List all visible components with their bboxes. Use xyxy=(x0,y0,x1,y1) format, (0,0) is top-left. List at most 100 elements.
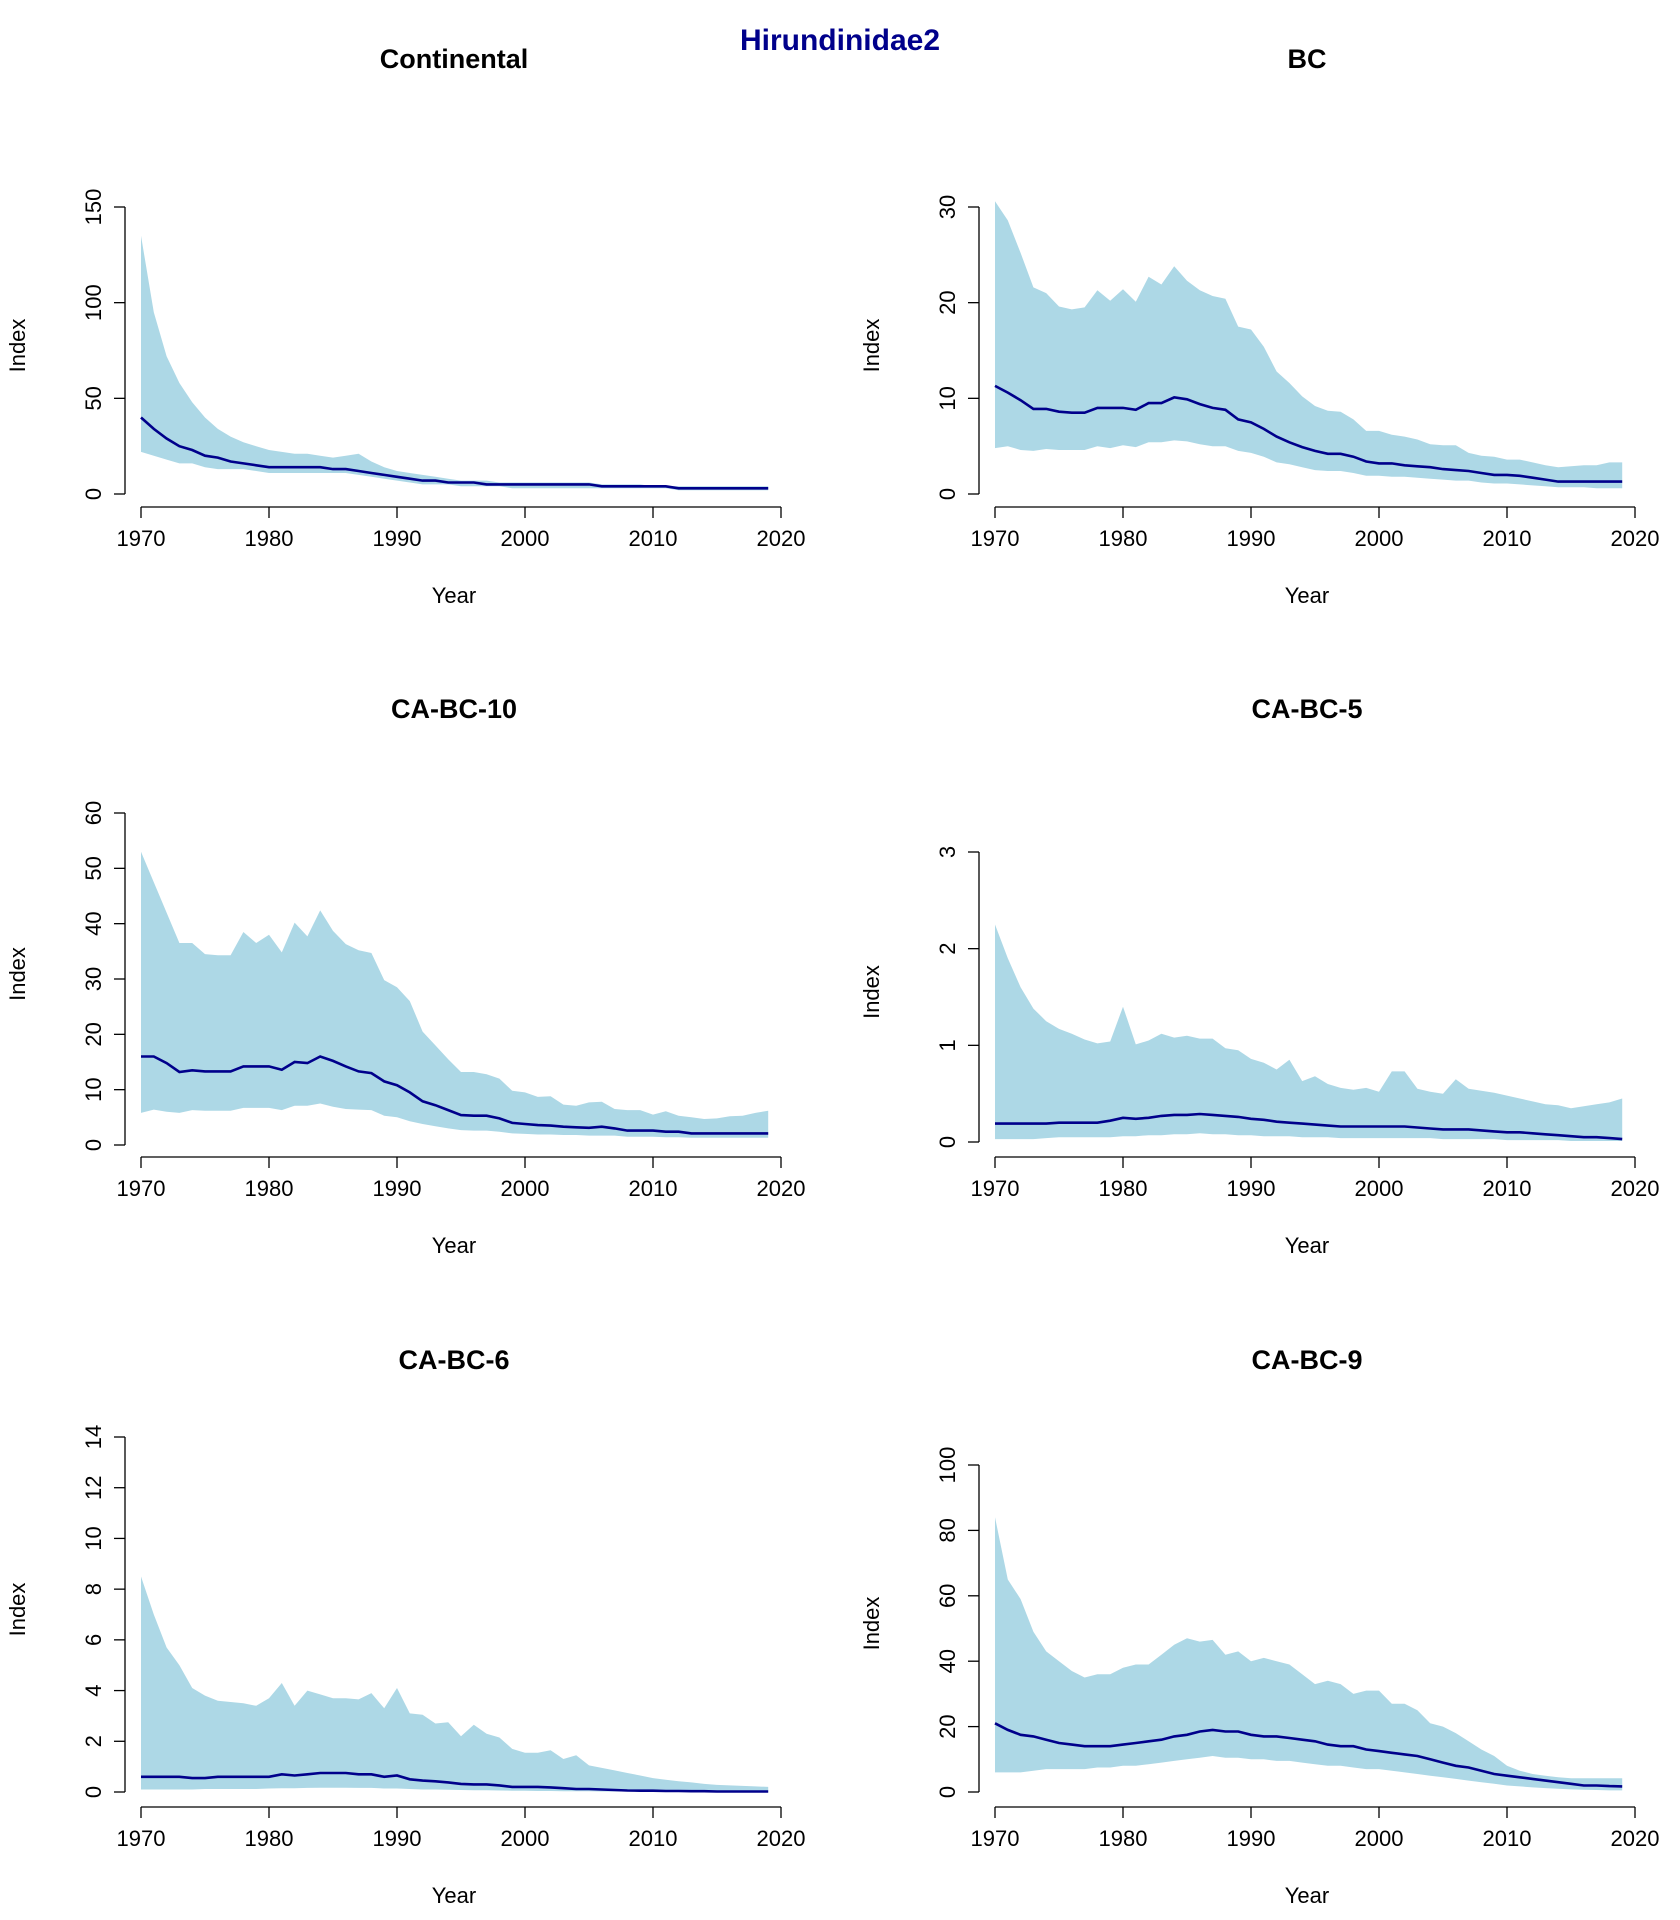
panel-ca-bc-5: 1970 1980 1990 2000 2010 2020 0 1 2 3 Year Index CA-… xyxy=(859,694,1659,1258)
x-tick-label: 1980 xyxy=(245,1826,294,1851)
y-tick-label: 1 xyxy=(935,1039,960,1051)
x-tick-label: 1990 xyxy=(1227,1826,1276,1851)
x-tick-label: 1970 xyxy=(117,526,166,551)
panel-title: CA-BC-6 xyxy=(399,1345,510,1375)
y-axis-label: Index xyxy=(5,319,30,373)
x-tick-label: 2010 xyxy=(1483,1176,1532,1201)
y-tick-label: 10 xyxy=(81,1077,106,1101)
y-tick-label: 20 xyxy=(935,290,960,314)
y-tick-label: 0 xyxy=(935,1136,960,1148)
confidence-band xyxy=(141,851,769,1138)
x-axis-label: Year xyxy=(1285,1233,1329,1258)
y-tick-label: 40 xyxy=(935,1649,960,1673)
x-tick-label: 2000 xyxy=(501,526,550,551)
confidence-band xyxy=(141,235,769,491)
x-tick-label: 1970 xyxy=(117,1826,166,1851)
x-tick-label: 1970 xyxy=(971,1176,1020,1201)
x-tick-label: 2000 xyxy=(1355,526,1404,551)
figure-title: Hirundinidae2 xyxy=(739,24,941,57)
x-tick-label: 2010 xyxy=(1483,526,1532,551)
index-line xyxy=(140,416,769,490)
y-axis-label: Index xyxy=(859,1597,884,1651)
x-tick-label: 1970 xyxy=(971,526,1020,551)
y-tick-label: 150 xyxy=(81,189,106,226)
x-axis-label: Year xyxy=(432,583,476,608)
y-tick-label: 30 xyxy=(935,195,960,219)
panel-continental: 1970 1980 1990 2000 2010 2020 0 50 100 150 Year Ind… xyxy=(5,44,805,608)
x-tick-label: 2020 xyxy=(1611,1826,1660,1851)
y-axis-label: Index xyxy=(859,965,884,1019)
index-line xyxy=(141,1055,769,1135)
y-tick-label: 60 xyxy=(81,801,106,825)
panel-title: CA-BC-9 xyxy=(1252,1345,1363,1375)
y-axis-label: Index xyxy=(5,1583,30,1637)
x-tick-label: 1980 xyxy=(1099,1826,1148,1851)
panel-title: Continental xyxy=(380,44,529,74)
x-tick-label: 1980 xyxy=(1099,526,1148,551)
x-axis-label: Year xyxy=(432,1883,476,1908)
y-tick-label: 20 xyxy=(935,1714,960,1738)
y-tick-label: 80 xyxy=(935,1518,960,1542)
confidence-band xyxy=(995,201,1623,489)
x-tick-label: 2010 xyxy=(629,1176,678,1201)
x-axis-label: Year xyxy=(432,1233,476,1258)
panel-title: CA-BC-5 xyxy=(1252,694,1363,724)
y-tick-label: 6 xyxy=(81,1634,106,1646)
y-tick-label: 2 xyxy=(935,943,960,955)
index-line xyxy=(995,1112,1623,1141)
y-tick-label: 4 xyxy=(81,1684,106,1696)
x-tick-label: 2020 xyxy=(1611,1176,1660,1201)
y-tick-label: 0 xyxy=(935,1786,960,1798)
x-tick-label: 2020 xyxy=(757,1176,806,1201)
panel-title: CA-BC-10 xyxy=(391,694,517,724)
confidence-band xyxy=(995,1517,1623,1791)
y-axis-label: Index xyxy=(5,947,30,1001)
x-tick-label: 1980 xyxy=(245,526,294,551)
confidence-band xyxy=(995,924,1623,1141)
x-tick-label: 2000 xyxy=(501,1826,550,1851)
y-tick-label: 10 xyxy=(935,386,960,410)
x-tick-label: 2000 xyxy=(501,1176,550,1201)
x-tick-label: 2020 xyxy=(1611,526,1660,551)
x-tick-label: 1980 xyxy=(1099,1176,1148,1201)
panel-bc: 1970 1980 1990 2000 2010 2020 0 10 20 30 Year Index… xyxy=(859,44,1659,608)
y-tick-label: 12 xyxy=(81,1475,106,1499)
x-tick-label: 2010 xyxy=(1483,1826,1532,1851)
index-line xyxy=(994,1722,1623,1788)
x-tick-label: 2000 xyxy=(1355,1826,1404,1851)
y-tick-label: 50 xyxy=(81,856,106,880)
x-tick-label: 1990 xyxy=(373,1176,422,1201)
x-tick-label: 2000 xyxy=(1355,1176,1404,1201)
x-tick-label: 2010 xyxy=(629,1826,678,1851)
y-tick-label: 100 xyxy=(935,1447,960,1484)
x-tick-label: 1980 xyxy=(245,1176,294,1201)
y-tick-label: 14 xyxy=(81,1425,106,1449)
x-tick-label: 1990 xyxy=(1227,1176,1276,1201)
x-tick-label: 2020 xyxy=(757,526,806,551)
panel-ca-bc-9: 1970 1980 1990 2000 2010 2020 0 20 40 60 80 100 Year… xyxy=(859,1345,1659,1908)
y-tick-label: 8 xyxy=(81,1583,106,1595)
x-tick-label: 1990 xyxy=(373,526,422,551)
panel-ca-bc-10: 1970 1980 1990 2000 2010 2020 0 10 20 30 40 50 60 Yea… xyxy=(5,694,805,1258)
y-tick-label: 0 xyxy=(81,488,106,500)
y-tick-label: 3 xyxy=(935,846,960,858)
y-tick-label: 0 xyxy=(935,488,960,500)
x-tick-label: 1990 xyxy=(373,1826,422,1851)
index-line xyxy=(141,1771,769,1793)
y-tick-label: 10 xyxy=(81,1526,106,1550)
y-tick-label: 0 xyxy=(81,1786,106,1798)
y-tick-label: 30 xyxy=(81,967,106,991)
x-tick-label: 1970 xyxy=(117,1176,166,1201)
panel-ca-bc-6: 1970 1980 1990 2000 2010 2020 0 2 4 6 8 10 12 14 Year I… xyxy=(5,1345,805,1908)
y-tick-label: 100 xyxy=(81,284,106,321)
y-tick-label: 20 xyxy=(81,1022,106,1046)
x-axis-label: Year xyxy=(1285,583,1329,608)
x-tick-label: 1970 xyxy=(971,1826,1020,1851)
x-tick-label: 1990 xyxy=(1227,526,1276,551)
x-axis-label: Year xyxy=(1285,1883,1329,1908)
index-line xyxy=(994,384,1623,483)
panel-title: BC xyxy=(1288,44,1327,74)
x-tick-label: 2020 xyxy=(757,1826,806,1851)
x-tick-label: 2010 xyxy=(629,526,678,551)
